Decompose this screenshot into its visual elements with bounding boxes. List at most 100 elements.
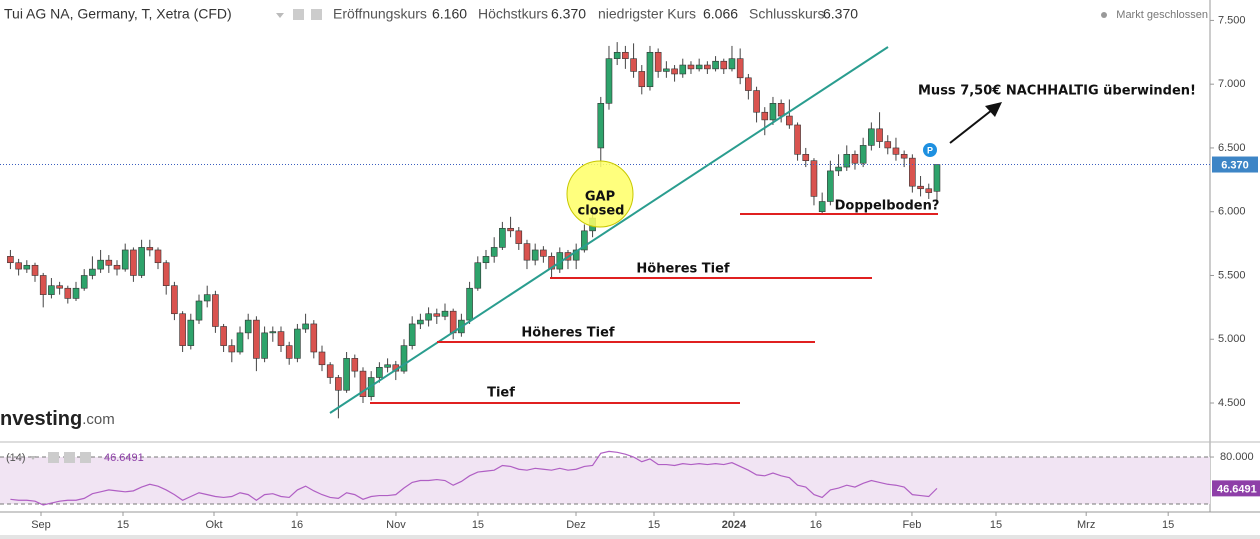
candle-body: [745, 77, 752, 91]
candle-body: [48, 285, 55, 295]
candle-body: [597, 103, 605, 149]
logo-suffix: .com: [82, 411, 115, 428]
candle-body: [851, 154, 859, 164]
market-status: Markt geschlossen: [1116, 9, 1208, 21]
candle-body: [515, 230, 523, 244]
candle-body: [162, 262, 170, 286]
candle-body: [712, 60, 719, 70]
gap-highlight: [566, 160, 634, 228]
candle-body: [818, 201, 826, 213]
candle-body: [892, 147, 900, 155]
candle-body: [64, 287, 72, 299]
x-tick-label: Feb: [902, 519, 921, 531]
candle-body: [97, 259, 104, 270]
candle-body: [909, 157, 916, 187]
candle-body: [810, 160, 818, 197]
candle-body: [507, 227, 514, 232]
candle-body: [384, 364, 391, 368]
y-tick-label: 4.500: [1218, 397, 1246, 409]
candle-body: [39, 275, 47, 295]
candle-body: [753, 90, 760, 113]
candle-body: [72, 287, 80, 299]
dropdown-icon: [276, 13, 284, 18]
rsi-line: [10, 450, 938, 506]
rsi-value-label: 46.6491: [1217, 483, 1257, 495]
candle-body: [786, 115, 793, 126]
candle-body: [654, 51, 662, 72]
candle-body: [572, 249, 580, 261]
x-tick-label: 2024: [722, 519, 747, 531]
candle-body: [646, 51, 654, 88]
y-tick-label: 80.000: [1220, 451, 1254, 463]
candle-body: [581, 230, 588, 251]
candle-body: [859, 145, 867, 164]
candle-body: [31, 264, 39, 276]
y-tick-label: 6.500: [1218, 142, 1246, 154]
annotation: Höheres Tief: [521, 326, 615, 341]
candle-body: [335, 377, 342, 391]
stat-label: Höchstkurs: [478, 6, 548, 22]
candle-body: [261, 332, 268, 359]
candle-body: [802, 154, 810, 161]
candle-body: [531, 249, 539, 261]
candle-body: [7, 256, 14, 264]
candle-body: [113, 264, 121, 270]
icon: [293, 9, 304, 20]
x-tick-label: Dez: [566, 519, 586, 531]
candle-body: [80, 275, 88, 289]
candle-body: [253, 319, 260, 359]
candle-body: [769, 103, 777, 121]
annotation: Tief: [487, 386, 515, 401]
candle-body: [318, 351, 326, 366]
x-tick-label: Mrz: [1077, 519, 1095, 531]
candle-body: [876, 128, 883, 142]
price-panel: 7.500 7.000 6.500 6.000 5.500 5.000 4.500 6.370: [0, 14, 1258, 419]
candle-body: [425, 313, 432, 321]
candle-body: [408, 323, 416, 346]
x-tick-label: 16: [810, 519, 822, 531]
stat-label: Eröffnungskurs: [333, 6, 427, 22]
candle-body: [105, 259, 113, 266]
x-tick-label: Nov: [386, 519, 406, 531]
candle-body: [720, 60, 728, 70]
candle-body: [400, 345, 408, 372]
candle-body: [679, 64, 687, 75]
candle-body: [449, 310, 457, 334]
marker: [923, 143, 937, 157]
x-tick-label: Okt: [205, 519, 222, 531]
stat-value: 6.370: [551, 6, 586, 22]
candle-body: [605, 58, 613, 104]
annotation: closed: [578, 204, 625, 219]
candle-body: [179, 313, 186, 346]
candle-body: [121, 249, 129, 270]
candle-body: [728, 58, 736, 70]
marker-label: P: [927, 145, 933, 155]
candle-body: [925, 188, 933, 193]
candle-body: [827, 170, 834, 202]
x-tick-label: 16: [291, 519, 303, 531]
rsi-current-value: 46.6491: [104, 452, 144, 464]
candle-body: [884, 141, 892, 149]
candle-body: [294, 328, 301, 359]
candle-body: [359, 370, 367, 397]
arrow: [949, 109, 993, 144]
icon: [311, 9, 322, 20]
candle-body: [417, 319, 424, 325]
candle-body: [212, 294, 219, 327]
candle-body: [146, 247, 154, 251]
x-tick-label: Sep: [31, 519, 51, 531]
icon: [80, 452, 91, 463]
candle-body: [466, 287, 473, 321]
candle-body: [548, 256, 555, 270]
candle-body: [130, 249, 137, 276]
chart-title: Tui AG NA, Germany, T, Xetra (CFD): [4, 6, 232, 22]
candle-body: [23, 264, 31, 270]
annotation: Höheres Tief: [636, 262, 730, 277]
rsi-title: (14): [6, 452, 26, 464]
trend-line: [329, 46, 889, 414]
bottom-bar: [0, 535, 1260, 539]
candle-body: [900, 154, 908, 159]
candle-body: [171, 285, 178, 315]
